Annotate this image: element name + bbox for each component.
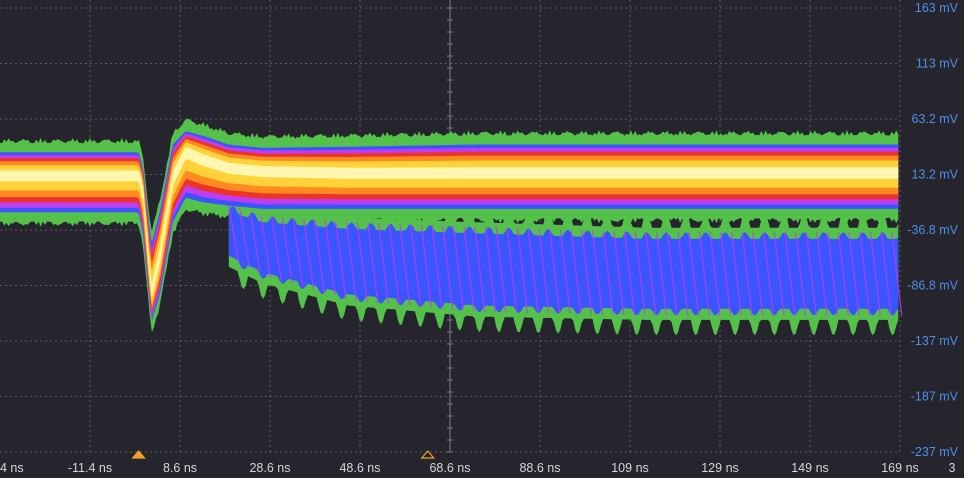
ringing-stroke <box>570 229 582 315</box>
y-tick-label: 13.2 mV <box>911 168 958 182</box>
ringing-stroke <box>602 230 614 315</box>
x-tick-label: 3 <box>949 461 956 475</box>
x-tick-label: 4 ns <box>0 461 24 475</box>
ringing-stroke <box>623 231 635 316</box>
ringing-stroke <box>613 231 625 315</box>
ringing-stroke <box>666 232 678 316</box>
trigger-markers <box>131 450 436 459</box>
x-tick-label: -11.4 ns <box>68 461 112 475</box>
ringing-stroke <box>677 232 689 316</box>
ringing-stroke <box>228 204 240 263</box>
ringing-stroke <box>484 226 496 313</box>
ringing-stroke <box>516 227 529 314</box>
ringing-stroke <box>730 232 742 316</box>
ringing-stroke <box>698 232 710 316</box>
trace-band <box>0 142 899 305</box>
ringing-stroke <box>420 224 432 308</box>
y-tick-label: 113 mV <box>916 57 959 71</box>
ringing-stroke <box>880 232 892 316</box>
ringing-stroke <box>431 225 443 309</box>
ringing-stroke <box>399 223 411 306</box>
x-tick-label: 48.6 ns <box>339 461 380 475</box>
y-axis-labels: 163 mV 113 mV 63.2 mV 13.2 mV -36.8 mV -86.8 … <box>907 1 958 459</box>
ringing-stroke <box>410 224 422 307</box>
ringing-stroke <box>506 227 518 313</box>
ringing-stroke <box>634 231 646 316</box>
ringing-stroke <box>313 219 325 293</box>
y-tick-label: -137 mV <box>911 334 959 348</box>
ringing-stroke <box>741 232 753 316</box>
x-tick-label: 129 ns <box>701 461 739 475</box>
x-axis-labels: 4 ns -11.4 ns 8.6 ns 28.6 ns 48.6 ns 68.6 ns 8… <box>0 461 956 475</box>
ringing-stroke <box>356 222 368 302</box>
x-tick-label: 169 ns <box>881 461 919 475</box>
ringing-stroke <box>474 226 486 313</box>
ringing-stroke <box>762 232 774 316</box>
ringing-stroke <box>591 230 603 315</box>
y-tick-label: -187 mV <box>911 390 959 404</box>
ringing-stroke <box>442 225 454 310</box>
ringing-stroke <box>281 217 293 285</box>
ringing-stroke <box>463 226 475 312</box>
ringing-stroke <box>260 214 272 279</box>
x-tick-label: 28.6 ns <box>249 461 290 475</box>
ringing-stroke <box>795 232 807 316</box>
x-tick-label: 8.6 ns <box>163 461 197 475</box>
ringing-stroke <box>816 232 828 316</box>
ringing-stroke <box>891 232 903 316</box>
ringing-stroke <box>238 207 250 268</box>
ringing-stroke <box>827 232 839 316</box>
ringing-stroke <box>784 232 796 316</box>
ringing-stroke <box>581 230 593 315</box>
ringing-stroke <box>709 232 721 316</box>
ringing-stroke <box>538 228 550 314</box>
x-tick-label: 149 ns <box>791 461 829 475</box>
y-tick-label: -36.8 mV <box>907 223 958 237</box>
ringing-stroke <box>773 232 785 316</box>
ringing-stroke <box>377 223 389 304</box>
ringing-stroke <box>859 232 871 316</box>
ringing-stroke <box>303 218 315 290</box>
y-tick-label: 63.2 mV <box>911 112 958 126</box>
ringing-stroke <box>752 232 764 316</box>
ringing-stroke <box>549 228 561 314</box>
ringing-stroke <box>805 232 817 316</box>
ringing-stroke <box>527 228 539 314</box>
ringing-stroke <box>388 223 400 305</box>
waveform-persistence <box>0 118 903 336</box>
y-tick-label: 163 mV <box>915 1 959 15</box>
x-tick-label: 88.6 ns <box>519 461 560 475</box>
trace-band <box>0 146 899 298</box>
ringing-stroke <box>335 221 347 298</box>
y-tick-label: -237 mV <box>911 445 959 459</box>
ringing-stroke <box>848 232 860 316</box>
ringing-stroke <box>271 216 283 282</box>
trigger-marker-icon <box>131 450 146 459</box>
y-tick-label: -86.8 mV <box>907 279 958 293</box>
x-tick-label: 68.6 ns <box>429 461 470 475</box>
ringing-stroke <box>292 217 304 287</box>
ringing-stroke <box>869 232 881 316</box>
ringing-stroke <box>559 229 571 314</box>
ringing-stroke <box>720 232 732 316</box>
ringing-stroke <box>249 211 261 273</box>
ringing-stroke <box>345 222 357 301</box>
ringing-stroke <box>688 232 700 316</box>
x-tick-label: 109 ns <box>611 461 649 475</box>
ringing-stroke <box>837 232 849 316</box>
ringing-stroke <box>656 232 668 316</box>
ringing-stroke <box>495 227 507 313</box>
trigger-marker-icon <box>420 450 436 459</box>
ringing-stroke <box>452 225 464 311</box>
ringing-stroke <box>367 222 379 303</box>
ringing-stroke <box>645 232 657 316</box>
ringing-stroke <box>324 220 336 296</box>
